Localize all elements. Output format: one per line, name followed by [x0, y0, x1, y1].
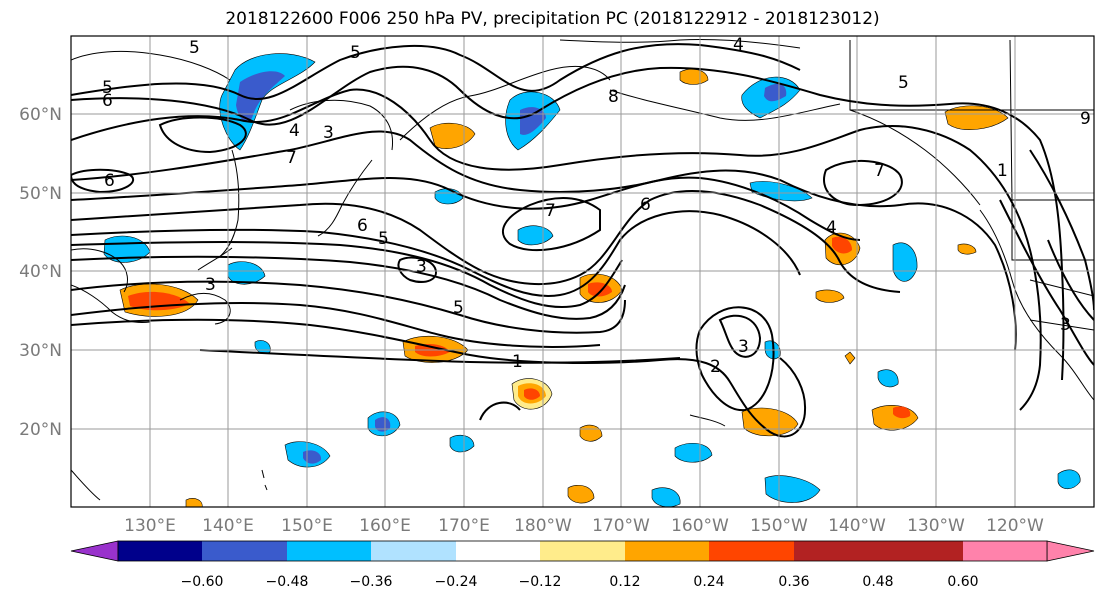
lon-label: 140°E [202, 516, 254, 536]
lon-label: 150°E [281, 516, 333, 536]
lat-label-20n: 20°N [19, 420, 62, 440]
contour-label: 5 [453, 298, 464, 318]
contour-label: 3 [416, 257, 427, 277]
lon-label: 180°W [514, 516, 572, 536]
longitude-labels: 130°E 140°E 150°E 160°E 170°E 180°W 170°… [124, 516, 1044, 536]
contour-label: 3 [205, 275, 216, 295]
lat-label-30n: 30°N [19, 341, 62, 361]
contour-label: 7 [874, 161, 885, 181]
contour-label: 4 [733, 35, 744, 55]
contour-label: 4 [826, 218, 837, 238]
colorbar-bin [540, 541, 625, 561]
contour-label: 2 [710, 357, 721, 377]
contour-labels: 5 5 5 6 4 3 7 6 4 5 8 7 6 5 6 7 4 9 3 5 … [102, 35, 1091, 377]
colorbar-tick-label: −0.12 [519, 574, 562, 590]
map-gridlines [71, 36, 1094, 507]
contour-label: 6 [102, 91, 113, 111]
contour-label: 5 [378, 229, 389, 249]
contour-label: 7 [545, 201, 556, 221]
lon-label: 130°W [907, 516, 965, 536]
contour-label: 3 [738, 337, 749, 357]
colorbar-extend-high [1046, 540, 1095, 562]
colorbar-tick-label: −0.24 [435, 574, 478, 590]
lon-label: 150°W [750, 516, 808, 536]
contour-label: 3 [1060, 315, 1071, 335]
colorbar-ticks: −0.60 −0.48 −0.36 −0.24 −0.12 0.12 0.24 … [181, 574, 979, 590]
colorbar-outline [117, 540, 1048, 562]
colorbar-tick-label: 0.36 [778, 574, 809, 590]
colorbar-tick-label: 0.24 [693, 574, 724, 590]
colorbar-bin [794, 541, 878, 561]
contour-label: 1 [997, 161, 1008, 181]
colorbar-bin [625, 541, 709, 561]
lat-label-40n: 40°N [19, 262, 62, 282]
contour-label: 8 [608, 87, 619, 107]
colorbar-bin [709, 541, 794, 561]
map-title: 2018122600 F006 250 hPa PV, precipitatio… [225, 9, 880, 29]
pv-contours [71, 43, 1094, 438]
contour-label: 6 [640, 195, 651, 215]
contour-label: 5 [898, 73, 909, 93]
lon-label: 160°W [671, 516, 729, 536]
contour-label: 5 [102, 78, 113, 98]
lon-label: 160°E [359, 516, 411, 536]
lon-label: 120°W [986, 516, 1044, 536]
colorbar-extend-low [70, 540, 119, 562]
colorbar: −0.60 −0.48 −0.36 −0.24 −0.12 0.12 0.24 … [70, 540, 1095, 590]
colorbar-bin [287, 541, 371, 561]
lon-label: 130°E [124, 516, 176, 536]
colorbar-bin [371, 541, 456, 561]
lon-label: 170°E [438, 516, 490, 536]
latitude-labels: 60°N 50°N 40°N 30°N 20°N [19, 105, 62, 440]
lat-label-60n: 60°N [19, 105, 62, 125]
colorbar-tick-label: 0.12 [609, 574, 640, 590]
colorbar-tick-label: −0.48 [266, 574, 309, 590]
colorbar-bin [118, 541, 202, 561]
map-frame [70, 35, 1095, 508]
contour-label: 6 [104, 171, 115, 191]
lat-label-50n: 50°N [19, 184, 62, 204]
contour-label: 3 [323, 123, 334, 143]
lon-label: 170°W [592, 516, 650, 536]
colorbar-tick-label: −0.60 [181, 574, 224, 590]
colorbar-tick-label: 0.60 [947, 574, 978, 590]
colorbar-bin [963, 541, 1047, 561]
contour-label: 6 [357, 216, 368, 236]
lon-label: 140°W [828, 516, 886, 536]
contour-label: 4 [289, 121, 300, 141]
colorbar-bin [878, 541, 963, 561]
contour-label: 9 [1080, 109, 1091, 129]
contour-label: 5 [350, 43, 361, 63]
colorbar-bin [202, 541, 287, 561]
colorbar-bin [456, 541, 540, 561]
colorbar-tick-label: 0.48 [862, 574, 893, 590]
colorbar-tick-label: −0.36 [350, 574, 393, 590]
contour-label: 1 [512, 352, 523, 372]
contour-label: 5 [189, 38, 200, 58]
contour-label: 7 [286, 148, 297, 168]
